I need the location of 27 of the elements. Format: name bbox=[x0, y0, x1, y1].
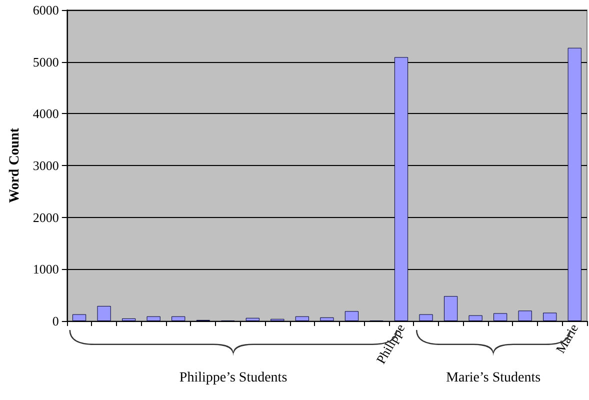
y-tick-label: 0 bbox=[52, 314, 59, 328]
y-tick-label: 3000 bbox=[32, 158, 59, 173]
bar bbox=[246, 318, 260, 321]
y-axis-title: Word Count bbox=[8, 128, 22, 204]
bar bbox=[295, 316, 309, 321]
bar bbox=[344, 311, 359, 321]
bar bbox=[419, 314, 433, 321]
y-tick-label: 2000 bbox=[32, 210, 59, 225]
bar bbox=[122, 318, 136, 321]
bar bbox=[543, 312, 557, 321]
bar bbox=[444, 296, 458, 321]
bar bbox=[320, 317, 334, 321]
bar bbox=[494, 313, 508, 321]
bar bbox=[468, 315, 482, 321]
y-tick-label: 1000 bbox=[32, 262, 59, 277]
text: Marie’s Students bbox=[446, 370, 541, 386]
y-tick-label: 5000 bbox=[32, 54, 59, 70]
bar bbox=[146, 316, 160, 321]
bar bbox=[172, 316, 186, 321]
bar bbox=[518, 310, 532, 321]
bar bbox=[568, 48, 582, 321]
bar bbox=[394, 57, 408, 321]
y-tick-label: 6000 bbox=[32, 2, 59, 18]
bar bbox=[97, 306, 111, 321]
y-tick-label: 4000 bbox=[32, 106, 59, 122]
bar bbox=[72, 314, 86, 321]
text: Philippe’s Students bbox=[179, 370, 288, 386]
